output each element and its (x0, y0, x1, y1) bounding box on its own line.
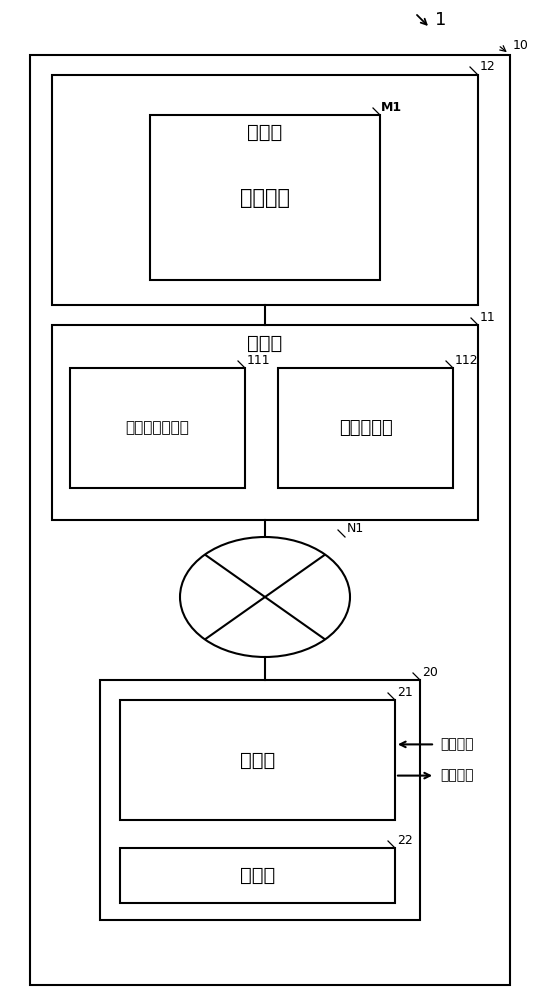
Text: 控制部: 控制部 (240, 750, 275, 770)
Text: 1: 1 (435, 11, 447, 29)
Text: 11: 11 (480, 311, 496, 324)
Text: 20: 20 (422, 666, 438, 679)
Bar (52, 325, 478, 520)
Text: 存储部: 存储部 (240, 866, 275, 885)
Bar (120, 700, 395, 820)
Text: 111: 111 (247, 354, 271, 367)
Ellipse shape (180, 537, 350, 657)
Bar (100, 680, 420, 920)
Text: 控制部: 控制部 (247, 334, 282, 353)
Text: N1: N1 (347, 522, 365, 535)
Bar (278, 368, 453, 488)
Text: 存储部: 存储部 (247, 123, 282, 142)
Text: M1: M1 (381, 101, 402, 114)
Text: 评价结果获取部: 评价结果获取部 (126, 420, 190, 436)
Text: 任务选择部: 任务选择部 (339, 419, 393, 437)
Text: 导出模型: 导出模型 (240, 188, 290, 208)
Text: 21: 21 (397, 686, 413, 699)
Bar (70, 368, 245, 488)
Bar (52, 75, 478, 305)
Bar (150, 115, 380, 280)
Bar (30, 55, 510, 985)
Text: 12: 12 (480, 60, 496, 73)
Bar (120, 848, 395, 903)
Text: 实施任务: 实施任务 (440, 769, 474, 783)
Text: 112: 112 (455, 354, 478, 367)
Text: 22: 22 (397, 834, 413, 847)
Text: 评价结果: 评价结果 (440, 737, 474, 751)
Text: 10: 10 (513, 39, 529, 52)
